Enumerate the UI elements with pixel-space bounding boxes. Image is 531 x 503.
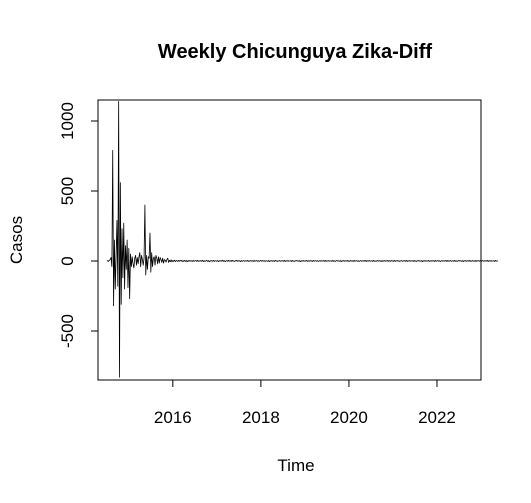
y-tick-label: 1000 <box>58 102 77 140</box>
x-tick-label: 2018 <box>242 408 280 427</box>
y-tick-label: 0 <box>58 256 77 265</box>
x-tick-label: 2020 <box>330 408 368 427</box>
series-line-zika-diff <box>106 101 498 378</box>
x-tick-label: 2016 <box>154 408 192 427</box>
y-tick-label: -500 <box>58 314 77 348</box>
chart-title: Weekly Chicunguya Zika-Diff <box>158 41 432 63</box>
x-tick-label: 2022 <box>418 408 456 427</box>
plot-frame <box>97 99 482 381</box>
x-axis: 2016 2018 2020 2022 <box>154 379 456 427</box>
y-axis-label: Casos <box>7 216 26 264</box>
x-axis-label: Time <box>277 456 314 475</box>
y-axis: -500 0 500 1000 <box>58 102 99 348</box>
y-tick-label: 500 <box>58 177 77 205</box>
